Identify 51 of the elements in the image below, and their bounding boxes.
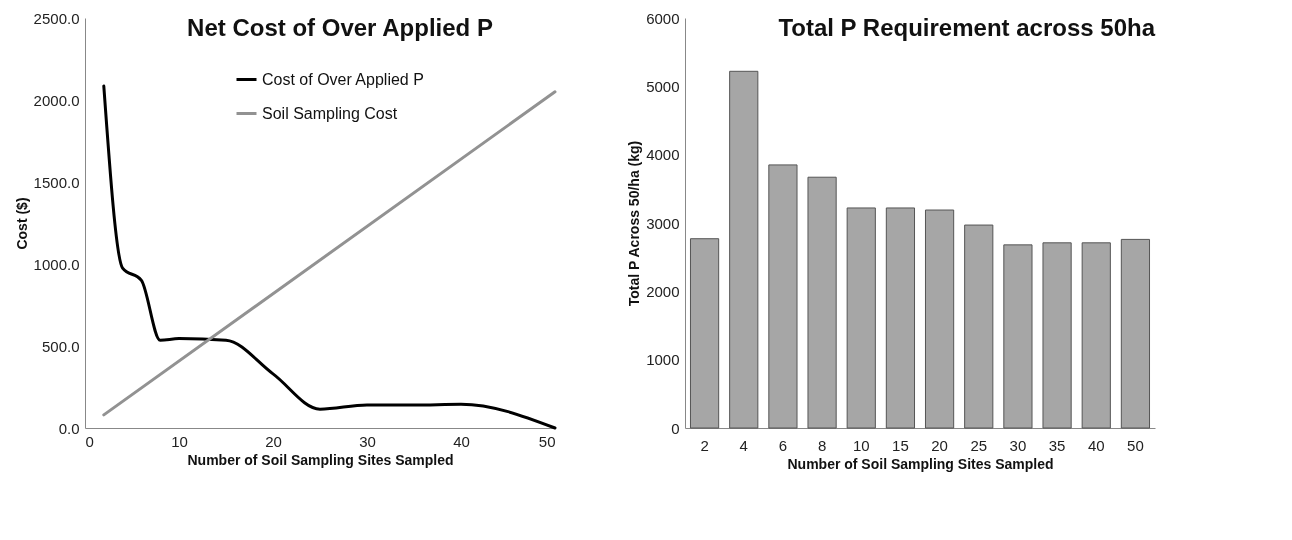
- x-tick-label: 20: [265, 432, 282, 450]
- x-tick-label: 0: [85, 432, 94, 450]
- bar: [1081, 242, 1111, 429]
- x-tick-label: 10: [171, 432, 188, 450]
- y-tick-label: 1500.0: [33, 173, 80, 191]
- bar: [1120, 238, 1151, 429]
- y-tick-label: 2000.0: [33, 91, 80, 109]
- y-tick-label: 1000: [646, 351, 680, 369]
- bar: [846, 207, 876, 429]
- x-tick-label: 8: [817, 436, 827, 454]
- chart-title: Net Cost of Over Applied P: [187, 14, 493, 41]
- y-tick-label: 4000: [646, 146, 680, 164]
- chart-title: Total P Requirement across 50ha: [778, 14, 1156, 41]
- x-tick-label: 4: [739, 436, 748, 454]
- bar: [924, 209, 955, 429]
- bar: [964, 224, 994, 429]
- bar: [1042, 242, 1072, 429]
- x-tick-label: 50: [1127, 436, 1144, 454]
- y-tick-label: 1000.0: [33, 255, 80, 273]
- bar: [885, 207, 916, 429]
- x-tick-label: 25: [970, 436, 988, 454]
- x-axis-title: Number of Soil Sampling Sites Sampled: [187, 451, 454, 468]
- bar: [768, 164, 798, 429]
- x-tick-label: 40: [453, 432, 470, 450]
- x-tick-label: 30: [359, 432, 376, 450]
- x-tick-label: 50: [538, 432, 556, 450]
- y-axis-title: Total P Across 50/ha (kg): [626, 140, 643, 307]
- bar: [689, 238, 720, 429]
- x-tick-label: 15: [892, 436, 909, 454]
- x-tick-label: 35: [1048, 436, 1066, 454]
- y-tick-label: 2500.0: [33, 9, 80, 27]
- x-tick-label: 30: [1009, 436, 1027, 454]
- x-tick-label: 2: [700, 436, 709, 454]
- y-tick-label: 0: [671, 419, 680, 437]
- y-tick-label: 2000: [646, 282, 680, 300]
- y-tick-label: 5000: [646, 77, 680, 95]
- bar: [1003, 244, 1033, 429]
- x-axis-title: Number of Soil Sampling Sites Sampled: [787, 455, 1054, 472]
- x-tick-label: 40: [1087, 436, 1105, 454]
- y-axis-title: Cost ($): [13, 197, 30, 250]
- y-tick-label: 3000: [646, 214, 680, 232]
- y-tick-label: 0.0: [58, 419, 80, 437]
- legend-label: Soil Sampling Cost: [262, 104, 398, 122]
- legend-label: Cost of Over Applied P: [262, 70, 424, 88]
- x-tick-label: 20: [931, 436, 948, 454]
- x-tick-label: 6: [778, 436, 788, 454]
- y-tick-label: 6000: [646, 9, 680, 27]
- bar: [807, 176, 837, 429]
- y-tick-label: 500.0: [41, 337, 80, 355]
- x-tick-label: 10: [852, 436, 870, 454]
- bar: [729, 70, 759, 429]
